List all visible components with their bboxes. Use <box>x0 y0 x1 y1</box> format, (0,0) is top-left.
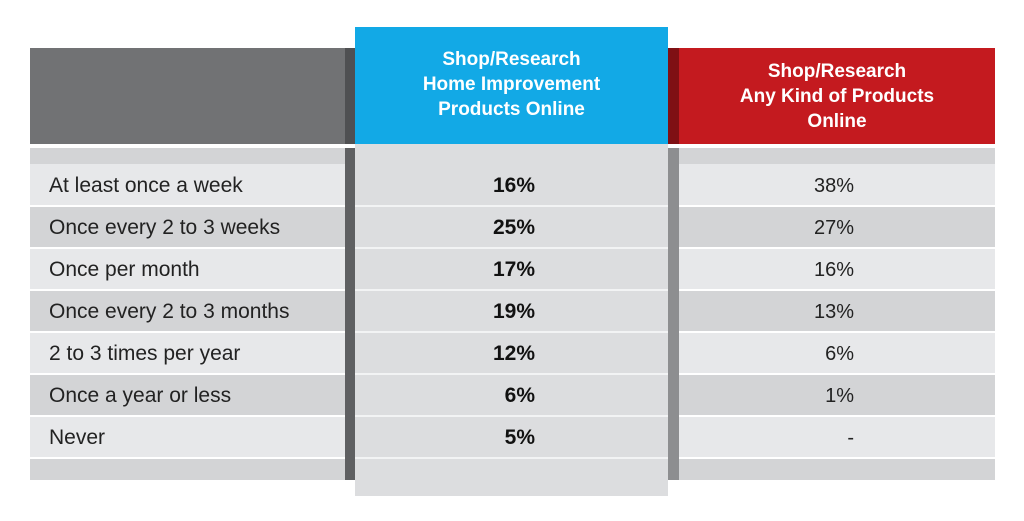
header-any-products-shadow <box>668 48 679 144</box>
any-products-value: 6% <box>825 343 854 365</box>
row-label: Once every 2 to 3 months <box>49 300 290 323</box>
row-band <box>30 164 345 206</box>
row-band <box>679 206 995 248</box>
row-band <box>679 458 995 480</box>
home-improvement-column: 16% 25% 17% 19% 12% 6% 5% <box>355 144 668 496</box>
row-separator <box>30 373 345 375</box>
row-separator <box>355 331 668 333</box>
any-products-value: 27% <box>813 217 854 239</box>
row-separator <box>355 205 668 207</box>
home-improvement-value: 19% <box>492 300 535 323</box>
any-products-column: 38% 27% 16% 13% 6% 1% - <box>679 148 995 480</box>
home-improvement-value: 25% <box>492 216 535 239</box>
row-separator <box>355 373 668 375</box>
row-band <box>30 332 345 374</box>
header-home-improvement-line: Home Improvement <box>422 73 601 95</box>
row-band <box>679 164 995 206</box>
corner-header-shadow <box>345 48 355 144</box>
row-band <box>679 290 995 332</box>
row-label: Once every 2 to 3 weeks <box>49 216 281 239</box>
row-band <box>30 416 345 458</box>
header-home-improvement-line: Products Online <box>438 98 585 120</box>
home-improvement-value: 16% <box>492 174 535 197</box>
row-label: Never <box>49 426 106 449</box>
row-label-column: At least once a week Once every 2 to 3 we… <box>30 148 345 480</box>
row-separator <box>30 331 345 333</box>
row-band <box>30 248 345 290</box>
header-any-products-line: Online <box>807 110 867 132</box>
row-separator <box>355 289 668 291</box>
row-label: At least once a week <box>49 174 243 197</box>
row-separator <box>679 247 995 249</box>
header-any-products: Shop/Research Any Kind of Products Onlin… <box>679 48 995 144</box>
row-label: Once per month <box>49 258 200 281</box>
any-products-value: - <box>847 427 854 449</box>
row-separator <box>30 289 345 291</box>
header-home-improvement-text: Shop/Research Home Improvement Products … <box>423 47 600 126</box>
row-label: 2 to 3 times per year <box>49 342 241 365</box>
header-any-products-line: Shop/Research <box>767 60 907 82</box>
row-separator <box>679 205 995 207</box>
header-home-improvement-line: Shop/Research <box>442 48 581 70</box>
row-label: Once a year or less <box>49 384 232 407</box>
row-separator <box>679 457 995 459</box>
row-separator <box>355 247 668 249</box>
label-column-shadow <box>345 148 355 480</box>
row-separator <box>679 289 995 291</box>
any-products-value: 13% <box>813 301 854 323</box>
header-any-products-line: Any Kind of Products <box>739 85 935 107</box>
corner-header-cell <box>30 48 345 144</box>
row-band <box>30 374 345 416</box>
header-home-improvement: Shop/Research Home Improvement Products … <box>355 27 668 145</box>
any-products-value: 1% <box>825 385 854 407</box>
row-separator <box>30 247 345 249</box>
row-separator <box>679 373 995 375</box>
home-improvement-value: 6% <box>504 384 535 407</box>
home-improvement-value: 17% <box>492 258 535 281</box>
home-improvement-value: 12% <box>492 342 535 365</box>
home-improvement-value: 5% <box>504 426 535 449</box>
row-separator <box>679 415 995 417</box>
row-band <box>30 206 345 248</box>
row-band <box>679 332 995 374</box>
any-products-value: 38% <box>813 175 854 197</box>
row-separator <box>679 331 995 333</box>
row-separator <box>30 205 345 207</box>
row-separator <box>30 457 345 459</box>
row-band <box>679 248 995 290</box>
row-band <box>679 374 995 416</box>
row-band <box>679 416 995 458</box>
row-band <box>30 148 345 164</box>
header-any-products-text: Shop/Research Any Kind of Products Onlin… <box>740 59 934 134</box>
row-separator <box>30 415 345 417</box>
any-products-value: 16% <box>813 259 854 281</box>
row-band <box>30 458 345 480</box>
row-separator <box>355 415 668 417</box>
row-separator <box>355 457 668 459</box>
any-products-column-shadow <box>668 148 679 480</box>
row-band <box>679 148 995 164</box>
row-band <box>30 290 345 332</box>
